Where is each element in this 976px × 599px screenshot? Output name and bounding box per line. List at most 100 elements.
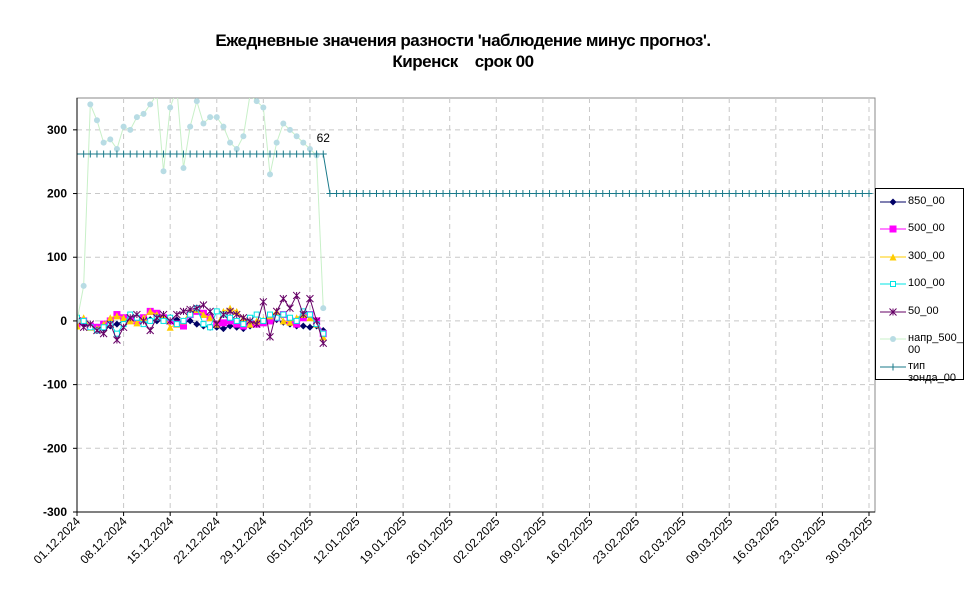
- marker: [379, 190, 387, 198]
- marker: [206, 150, 214, 158]
- marker: [286, 126, 293, 133]
- marker: [187, 123, 194, 130]
- marker: [200, 120, 207, 127]
- marker: [299, 150, 307, 158]
- marker: [526, 190, 534, 198]
- marker: [87, 101, 94, 108]
- marker: [512, 190, 520, 198]
- marker: [293, 150, 301, 158]
- marker: [319, 339, 328, 348]
- marker: [472, 190, 480, 198]
- marker: [193, 320, 201, 328]
- marker: [227, 314, 234, 321]
- marker: [213, 308, 220, 315]
- y-tick-label: 100: [47, 250, 67, 264]
- marker: [126, 150, 134, 158]
- marker: [889, 225, 897, 233]
- marker: [838, 190, 846, 198]
- marker: [765, 190, 773, 198]
- marker: [452, 190, 460, 198]
- marker: [479, 190, 487, 198]
- marker: [386, 190, 394, 198]
- marker: [619, 190, 627, 198]
- marker: [100, 324, 107, 331]
- marker: [889, 198, 897, 206]
- marker: [306, 323, 314, 331]
- y-tick-label: 200: [47, 187, 67, 201]
- marker: [300, 139, 307, 146]
- marker: [246, 150, 254, 158]
- legend-swatch: [880, 253, 906, 261]
- marker: [146, 326, 155, 335]
- marker: [113, 145, 120, 152]
- x-tick-label: 30.03.2025: [823, 514, 876, 567]
- plot-area: [76, 97, 876, 513]
- marker: [113, 312, 121, 320]
- marker: [399, 190, 407, 198]
- marker: [93, 117, 100, 124]
- marker: [219, 319, 227, 327]
- marker: [99, 329, 108, 338]
- marker: [889, 363, 897, 371]
- marker: [253, 150, 261, 158]
- marker: [160, 168, 167, 175]
- legend-item: 850_00: [876, 195, 965, 222]
- marker: [140, 110, 147, 117]
- marker: [852, 190, 860, 198]
- marker: [372, 190, 380, 198]
- x-tick-label: 12.01.2025: [310, 514, 363, 567]
- legend-label: 850_00: [908, 195, 945, 207]
- marker: [206, 307, 214, 316]
- marker: [406, 190, 414, 198]
- series-line: [77, 294, 324, 344]
- marker: [299, 322, 307, 330]
- marker: [240, 321, 247, 328]
- marker: [273, 314, 280, 321]
- x-tick-label: 29.12.2024: [217, 514, 270, 567]
- legend-swatch: [880, 336, 906, 343]
- marker: [179, 307, 188, 316]
- marker: [200, 321, 207, 328]
- marker: [266, 332, 274, 341]
- marker: [865, 190, 873, 198]
- marker: [419, 190, 427, 198]
- legend-item: 300_00: [876, 250, 965, 277]
- marker: [712, 190, 720, 198]
- marker: [519, 190, 527, 198]
- marker: [486, 190, 494, 198]
- marker: [552, 190, 560, 198]
- marker: [672, 190, 680, 198]
- marker: [286, 318, 294, 326]
- marker: [889, 253, 897, 261]
- legend-item: 50_00: [876, 305, 965, 332]
- marker: [346, 190, 354, 198]
- marker: [93, 150, 101, 158]
- marker: [80, 282, 87, 289]
- x-tick-label: 26.01.2025: [403, 514, 456, 567]
- marker: [320, 305, 327, 312]
- marker: [219, 310, 228, 319]
- marker: [320, 330, 327, 337]
- marker: [172, 310, 181, 319]
- marker: [279, 150, 287, 158]
- marker: [100, 150, 108, 158]
- marker: [692, 190, 700, 198]
- marker: [739, 190, 747, 198]
- x-tick-label: 05.01.2025: [264, 514, 317, 567]
- marker: [319, 150, 327, 158]
- marker: [113, 320, 121, 328]
- annotation: 62: [317, 131, 331, 145]
- marker: [286, 304, 294, 313]
- marker: [645, 190, 653, 198]
- marker: [599, 190, 607, 198]
- marker: [239, 313, 248, 322]
- marker: [665, 190, 673, 198]
- marker: [279, 317, 287, 325]
- marker: [260, 104, 267, 111]
- chart-subtitle: Киренск срок 00: [392, 52, 533, 71]
- marker: [306, 294, 314, 303]
- marker: [226, 317, 234, 325]
- marker: [93, 326, 101, 335]
